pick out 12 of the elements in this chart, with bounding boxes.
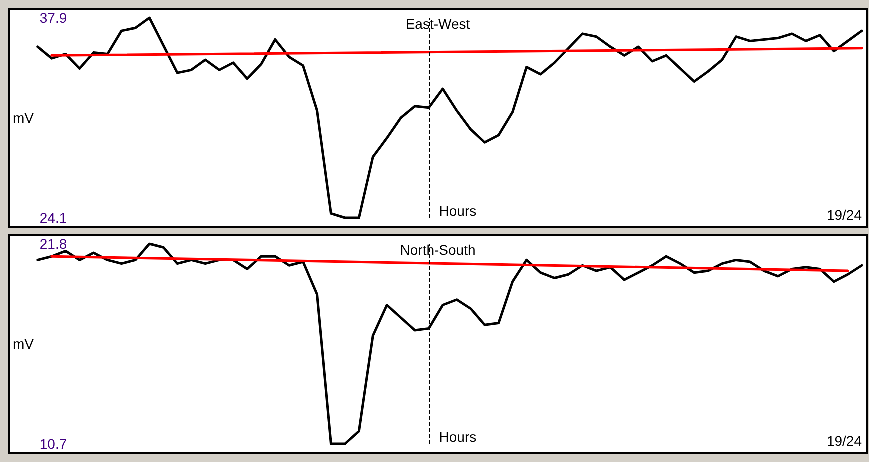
chart-title: East-West bbox=[406, 16, 470, 32]
y-tick-label: 37.9 bbox=[40, 10, 68, 26]
y-tick-label: 24.1 bbox=[40, 210, 68, 226]
annotation: 19/24 bbox=[826, 207, 862, 223]
y-axis-title: mV bbox=[13, 336, 35, 352]
annotation: 19/24 bbox=[826, 433, 862, 449]
y-tick-label: 10.7 bbox=[40, 436, 68, 452]
x-axis-title: Hours bbox=[439, 203, 477, 219]
chart-title: North-South bbox=[400, 242, 476, 258]
x-axis-title: Hours bbox=[439, 429, 477, 445]
y-tick-label: 21.8 bbox=[40, 236, 68, 252]
y-axis-title: mV bbox=[13, 110, 35, 126]
